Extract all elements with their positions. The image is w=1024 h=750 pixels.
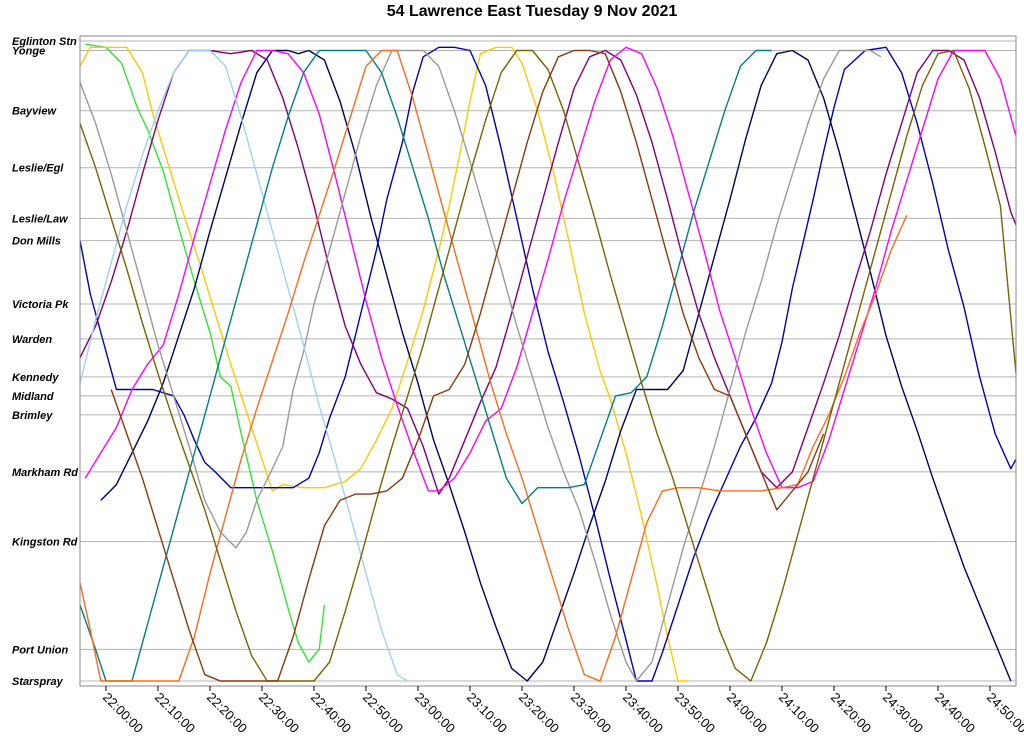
x-tick-label: 24:00:00 (724, 690, 770, 736)
stop-label: Leslie/Law (12, 213, 69, 225)
time-tick-labels: 22:00:00 22:10:00 22:20:00 22:30:00 22:40:00… (100, 686, 1024, 736)
series-group (79, 43, 1017, 682)
stop-label: Markham Rd (12, 467, 78, 479)
x-tick-label: 22:40:00 (308, 690, 354, 736)
x-tick-label: 22:30:00 (256, 690, 302, 736)
plot-frame (79, 35, 1017, 687)
series-line-6 (79, 49, 882, 682)
stop-label: Starspray (12, 676, 64, 688)
x-tick-label: 24:50:00 (984, 690, 1024, 736)
stop-label: Leslie/Egl (12, 163, 64, 175)
x-tick-label: 23:20:00 (516, 690, 562, 736)
series-line-7 (79, 49, 408, 682)
stop-label: Eglinton Stn (12, 36, 77, 48)
series-line-11 (110, 49, 825, 682)
x-tick-label: 23:30:00 (568, 690, 614, 736)
x-tick-label: 24:30:00 (880, 690, 926, 736)
series-line-1 (79, 46, 689, 682)
x-tick-label: 22:50:00 (360, 690, 406, 736)
chart-title: 54 Lawrence East Tuesday 9 Nov 2021 (386, 3, 678, 20)
x-tick-label: 23:00:00 (412, 690, 458, 736)
series-line-3 (100, 49, 1012, 682)
stop-label: Bayview (12, 106, 57, 118)
x-tick-label: 24:20:00 (828, 690, 874, 736)
stop-label: Brimley (12, 410, 53, 422)
x-tick-label: 23:40:00 (620, 690, 666, 736)
series-line-2 (79, 46, 1017, 682)
x-tick-label: 22:10:00 (152, 690, 198, 736)
stop-label: Kingston Rd (12, 537, 78, 549)
series-line-10 (79, 49, 1017, 682)
x-tick-label: 23:10:00 (464, 690, 510, 736)
series-line-4 (79, 49, 1017, 495)
stop-label: Port Union (12, 644, 68, 656)
grid-lines (80, 40, 1016, 682)
series-line-8 (79, 49, 772, 682)
x-tick-label: 22:20:00 (204, 690, 250, 736)
x-tick-label: 24:10:00 (776, 690, 822, 736)
x-tick-label: 24:40:00 (932, 690, 978, 736)
stop-label: Kennedy (12, 372, 59, 384)
series-line-9 (79, 49, 908, 682)
series-line-0 (85, 43, 326, 663)
stop-label: Midland (12, 391, 54, 403)
stop-label: Don Mills (12, 236, 61, 248)
stop-label: Yonge (12, 46, 45, 58)
stop-label: Warden (12, 334, 52, 346)
x-tick-label: 22:00:00 (100, 690, 146, 736)
x-tick-label: 23:50:00 (672, 690, 718, 736)
stop-label: Victoria Pk (12, 299, 69, 311)
series-line-5 (84, 46, 1017, 492)
